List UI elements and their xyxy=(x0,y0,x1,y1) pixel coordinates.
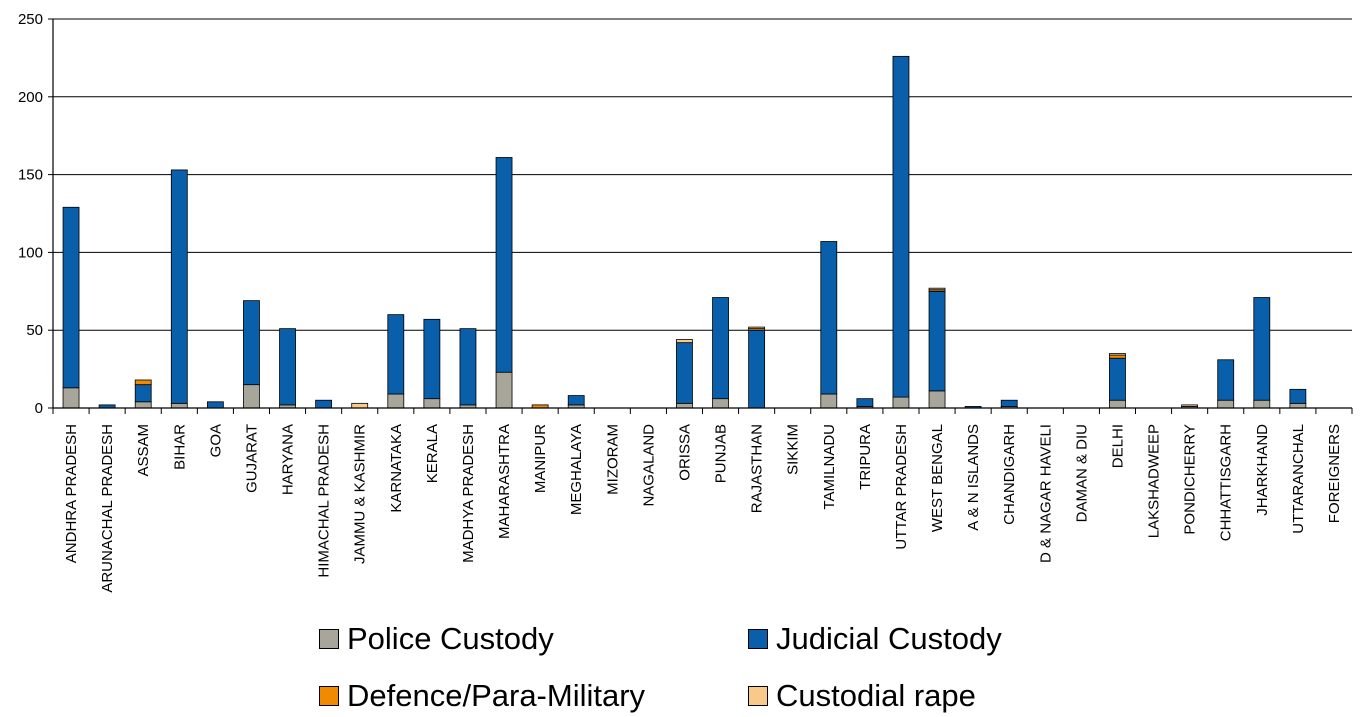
bar-segment-custodial-rape xyxy=(928,287,946,291)
bar-segment-police-custody xyxy=(387,393,405,409)
bar-segment-police-custody xyxy=(928,390,946,409)
bar-segment-police-custody xyxy=(170,402,188,409)
x-category-label: MEGHALAYA xyxy=(568,424,585,515)
y-tick-label: 200 xyxy=(18,89,43,106)
bar-segment-custodial-rape xyxy=(1181,404,1199,407)
bar-segment-police-custody xyxy=(243,384,260,409)
bar-segment-judicial-custody xyxy=(676,342,693,404)
x-category-label: RAJASTHAN xyxy=(749,424,766,513)
bar-segment-judicial-custody xyxy=(1000,399,1018,407)
x-category-label: D & NAGAR HAVELI xyxy=(1037,424,1054,563)
bar-segment-defence-para-military xyxy=(134,379,152,386)
bar-segment-custodial-rape xyxy=(351,402,369,409)
bar-segment-judicial-custody xyxy=(315,399,333,409)
x-category-label: ORISSA xyxy=(676,424,693,481)
bar-segment-judicial-custody xyxy=(820,241,838,395)
bar-segment-judicial-custody xyxy=(134,384,152,403)
x-category-label: NAGALAND xyxy=(640,424,657,507)
x-category-label: DAMAN & DIU xyxy=(1073,424,1090,522)
bar-segment-police-custody xyxy=(423,398,441,409)
x-category-label: A & N ISLANDS xyxy=(965,424,982,531)
x-category-label: CHHATTISGARH xyxy=(1218,424,1235,541)
gridlines xyxy=(53,18,1352,331)
bar-segment-judicial-custody xyxy=(712,297,729,400)
bars xyxy=(62,55,1307,409)
bar-segment-police-custody xyxy=(1109,399,1126,409)
bar-segment-custodial-rape xyxy=(676,339,693,344)
bar-segment-judicial-custody xyxy=(748,329,766,409)
bar-segment-judicial-custody xyxy=(1109,357,1126,401)
bar-segment-judicial-custody xyxy=(567,395,585,406)
x-category-label: PUNJAB xyxy=(713,424,730,483)
x-category-label: SIKKIM xyxy=(785,424,802,475)
bar-segment-judicial-custody xyxy=(206,401,224,409)
x-category-label: HIMACHAL PRADESH xyxy=(316,424,333,578)
bar-segment-judicial-custody xyxy=(62,206,80,389)
x-category-label: PONDICHERRY xyxy=(1182,424,1199,535)
bar-segment-defence-para-military xyxy=(1109,354,1126,359)
x-category-label: GOA xyxy=(207,424,224,457)
bar-segment-police-custody xyxy=(495,371,513,409)
axes xyxy=(52,19,1353,414)
x-category-label: FOREIGNERS xyxy=(1326,424,1343,523)
bar-segment-judicial-custody xyxy=(1289,388,1307,404)
x-category-label: HARYANA xyxy=(280,424,297,495)
x-category-label: ASSAM xyxy=(135,424,152,477)
x-category-label: GUJARAT xyxy=(243,424,260,493)
bar-segment-custodial-rape xyxy=(1109,353,1126,356)
x-category-label: MIZORAM xyxy=(604,424,621,495)
x-category-label: LAKSHADWEEP xyxy=(1146,424,1163,538)
bar-segment-police-custody xyxy=(712,398,729,409)
x-category-label: UTTAR PRADESH xyxy=(893,424,910,550)
bar-segment-judicial-custody xyxy=(1253,297,1271,401)
bar-segment-judicial-custody xyxy=(387,314,405,395)
x-category-label: MANIPUR xyxy=(532,424,549,493)
x-category-label: KERALA xyxy=(424,424,441,483)
x-category-label: UTTARANCHAL xyxy=(1290,424,1307,534)
bar-segment-police-custody xyxy=(1289,402,1307,409)
bar-segment-judicial-custody xyxy=(423,318,441,400)
x-category-label: MADHYA PRADESH xyxy=(460,424,477,563)
bar-segment-judicial-custody xyxy=(1217,359,1235,401)
bar-segment-judicial-custody xyxy=(170,169,188,404)
bar-segment-police-custody xyxy=(892,396,910,409)
y-tick-label: 150 xyxy=(18,167,43,184)
bar-segment-police-custody xyxy=(1217,399,1235,409)
bar-segment-judicial-custody xyxy=(856,398,874,407)
bar-segment-judicial-custody xyxy=(892,55,910,398)
x-category-label: ANDHRA PRADESH xyxy=(63,424,80,563)
x-category-label: BIHAR xyxy=(171,424,188,470)
bar-segment-custodial-rape xyxy=(748,326,766,330)
bar-segment-police-custody xyxy=(134,401,152,409)
bar-segment-judicial-custody xyxy=(928,290,946,392)
y-tick-label: 100 xyxy=(18,244,43,261)
x-category-label: DELHI xyxy=(1109,424,1126,468)
bar-segment-judicial-custody xyxy=(279,328,296,406)
y-tick-label: 250 xyxy=(18,11,43,28)
bar-segment-judicial-custody xyxy=(459,328,477,406)
bar-segment-police-custody xyxy=(820,393,838,409)
bar-segment-police-custody xyxy=(1253,399,1271,409)
x-category-label: TAMILNADU xyxy=(821,424,838,510)
bar-segment-judicial-custody xyxy=(495,157,513,373)
bar-segment-judicial-custody xyxy=(243,300,260,386)
x-category-label: KARNATAKA xyxy=(388,424,405,513)
y-tick-label: 50 xyxy=(26,322,43,339)
x-category-label: JAMMU & KASHMIR xyxy=(352,424,369,564)
x-category-label: WEST BENGAL xyxy=(929,424,946,532)
bar-segment-police-custody xyxy=(62,387,80,409)
x-axis-labels: ANDHRA PRADESH ARUNACHAL PRADESH ASSAM BIHA… xyxy=(63,424,1343,593)
x-category-label: TRIPURA xyxy=(857,424,874,490)
bar-segment-police-custody xyxy=(676,402,693,409)
x-category-label: ARUNACHAL PRADESH xyxy=(99,424,116,593)
x-category-label: MAHARASHTRA xyxy=(496,424,513,539)
y-tick-label: 0 xyxy=(35,400,43,417)
y-axis-ticks: 0 50 100 150 200 250 xyxy=(18,11,53,417)
x-category-label: CHANDIGARH xyxy=(1001,424,1018,525)
x-category-label: JHARKHAND xyxy=(1254,424,1271,516)
